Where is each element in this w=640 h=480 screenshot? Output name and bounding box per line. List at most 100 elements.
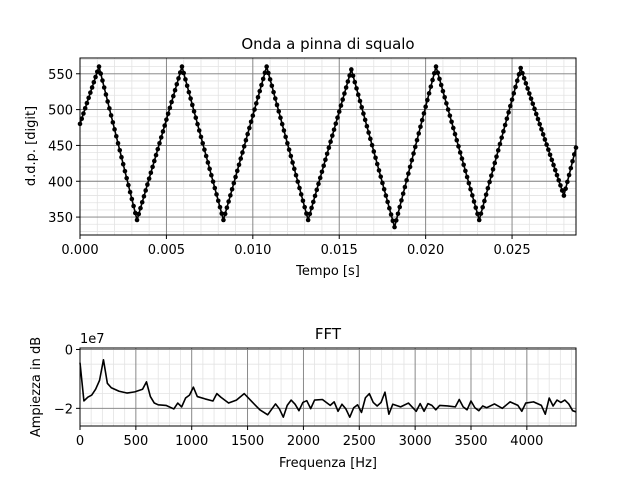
time-data-point: [100, 78, 105, 83]
time-data-point: [539, 126, 544, 132]
time-data-point: [518, 65, 523, 71]
time-data-point: [264, 64, 269, 69]
time-data-point: [298, 192, 304, 197]
time-data-point: [196, 128, 202, 133]
time-data-point: [501, 129, 506, 134]
time-data-point: [418, 124, 423, 130]
time-data-point: [283, 134, 288, 140]
time-data-point: [319, 169, 325, 175]
time-data-point: [233, 174, 238, 180]
time-data-point: [350, 73, 356, 79]
time-data-point: [207, 166, 212, 172]
time-data-point: [243, 137, 249, 143]
time-data-point: [126, 182, 131, 188]
time-data-point: [162, 123, 167, 128]
time-data-point: [202, 147, 207, 152]
time-data-point: [269, 83, 275, 89]
time-axes-frame: [79, 57, 577, 236]
time-data-point: [312, 193, 318, 199]
time-data-point: [279, 121, 285, 127]
time-y-tick-label: 450: [48, 139, 73, 154]
time-data-point: [561, 193, 567, 198]
time-data-point: [340, 97, 345, 102]
fft-x-tick-label: 3500: [454, 434, 487, 449]
time-data-point: [421, 111, 427, 116]
time-x-tick-label: 0.005: [148, 243, 185, 258]
time-data-point: [248, 119, 254, 125]
time-data-point: [366, 130, 371, 135]
time-data-point: [459, 156, 465, 161]
time-data-point: [221, 217, 226, 223]
time-data-point: [395, 211, 401, 217]
time-data-point: [293, 172, 299, 178]
time-data-point: [331, 127, 337, 132]
time-data-point: [549, 157, 555, 163]
time-data-point: [461, 162, 466, 168]
time-data-point: [428, 84, 434, 89]
fft-axes-frame: [79, 347, 577, 427]
time-data-point: [489, 173, 494, 178]
time-data-point: [131, 203, 136, 209]
time-data-point: [191, 109, 197, 114]
time-data-point: [222, 211, 228, 217]
time-data-point: [108, 113, 114, 118]
time-data-point: [228, 193, 233, 198]
fft-x-tick-label: 1500: [231, 434, 264, 449]
time-data-point: [425, 97, 430, 103]
time-data-point: [571, 152, 577, 157]
time-data-point: [255, 94, 261, 100]
time-data-point: [475, 211, 480, 217]
fft-x-tick-label: 0: [76, 434, 84, 449]
time-y-tick-label: 400: [48, 175, 73, 190]
time-data-point: [558, 183, 563, 188]
time-data-point: [542, 137, 548, 142]
time-data-point: [546, 147, 551, 152]
time-data-point: [271, 89, 276, 95]
time-data-point: [212, 185, 218, 191]
fft-x-ticks: 0 500 1000 1500 2000 2500 3000 3500 4000: [76, 426, 543, 449]
time-data-point: [556, 177, 562, 183]
time-data-point: [523, 81, 529, 86]
time-y-tick-label: 350: [48, 211, 73, 226]
time-data-point: [435, 70, 441, 76]
time-data-point: [193, 115, 199, 121]
time-data-point: [404, 177, 409, 183]
time-data-point: [307, 211, 313, 217]
time-data-point: [316, 181, 321, 187]
time-data-point: [153, 152, 159, 158]
time-data-point: [198, 134, 204, 140]
time-data-point: [267, 77, 273, 82]
time-data-point: [540, 132, 546, 137]
time-data-point: [516, 72, 522, 77]
time-data-point: [188, 96, 193, 101]
time-data-point: [407, 164, 413, 170]
time-data-point: [336, 109, 342, 114]
time-data-point: [447, 113, 453, 118]
time-data-point: [152, 158, 157, 164]
time-data-point: [300, 198, 306, 204]
time-data-point: [215, 198, 221, 204]
time-data-point: [157, 140, 162, 146]
time-data-point: [164, 117, 169, 122]
time-data-point: [259, 82, 264, 88]
fft-series-line: [79, 358, 577, 418]
time-data-point: [311, 199, 316, 205]
time-data-point: [412, 144, 418, 150]
time-data-point: [338, 103, 344, 108]
time-data-point: [452, 131, 458, 137]
time-data-point: [224, 205, 230, 210]
time-data-point: [533, 111, 539, 117]
time-data-point: [442, 94, 447, 100]
time-data-point: [423, 104, 428, 110]
time-data-point: [136, 211, 142, 217]
time-data-point: [174, 81, 180, 87]
time-data-point: [397, 204, 403, 210]
time-data-point: [468, 186, 473, 192]
time-data-point: [127, 189, 133, 195]
time-data-point: [288, 153, 294, 159]
time-data-point: [177, 70, 183, 75]
time-data-point: [231, 180, 237, 186]
time-data-point: [511, 91, 517, 96]
time-data-point: [119, 154, 124, 160]
